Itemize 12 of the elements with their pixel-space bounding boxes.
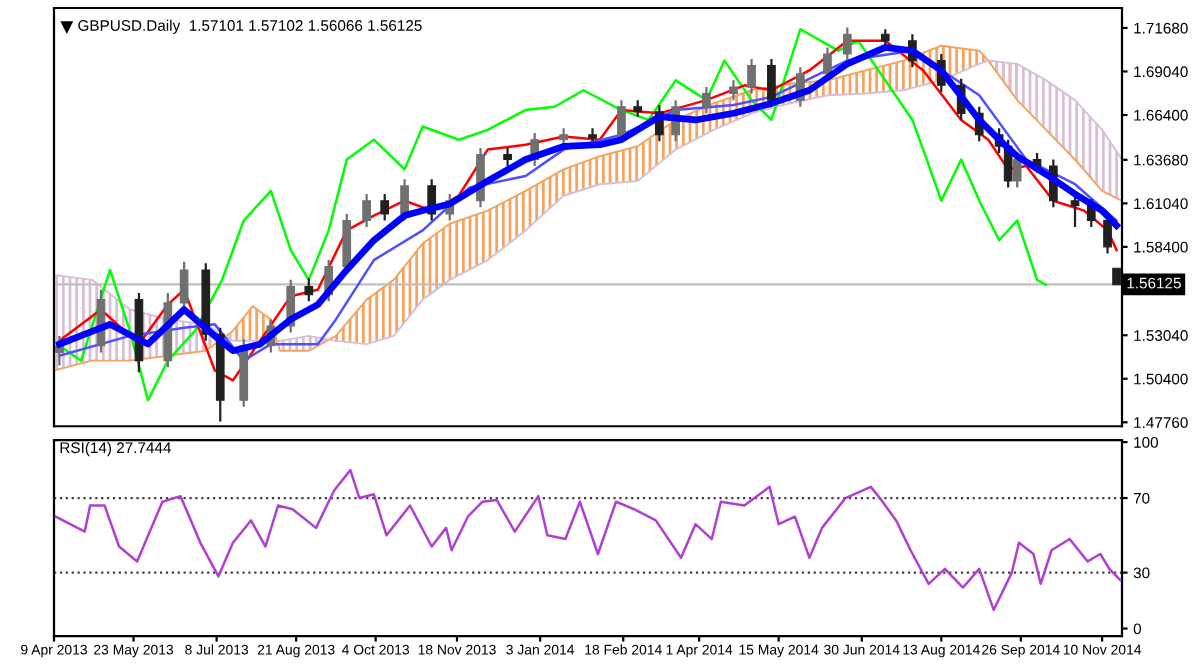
candlestick xyxy=(747,57,756,95)
candlestick xyxy=(400,178,409,222)
candlestick xyxy=(842,26,852,62)
candlestick xyxy=(702,85,711,115)
candlestick xyxy=(503,146,512,168)
candlestick xyxy=(380,193,390,222)
candlestick xyxy=(729,79,738,102)
candlestick xyxy=(1070,193,1080,229)
candlestick xyxy=(362,193,371,229)
candlestick xyxy=(179,260,189,311)
line-series xyxy=(54,468,1122,612)
candlestick xyxy=(304,277,314,303)
